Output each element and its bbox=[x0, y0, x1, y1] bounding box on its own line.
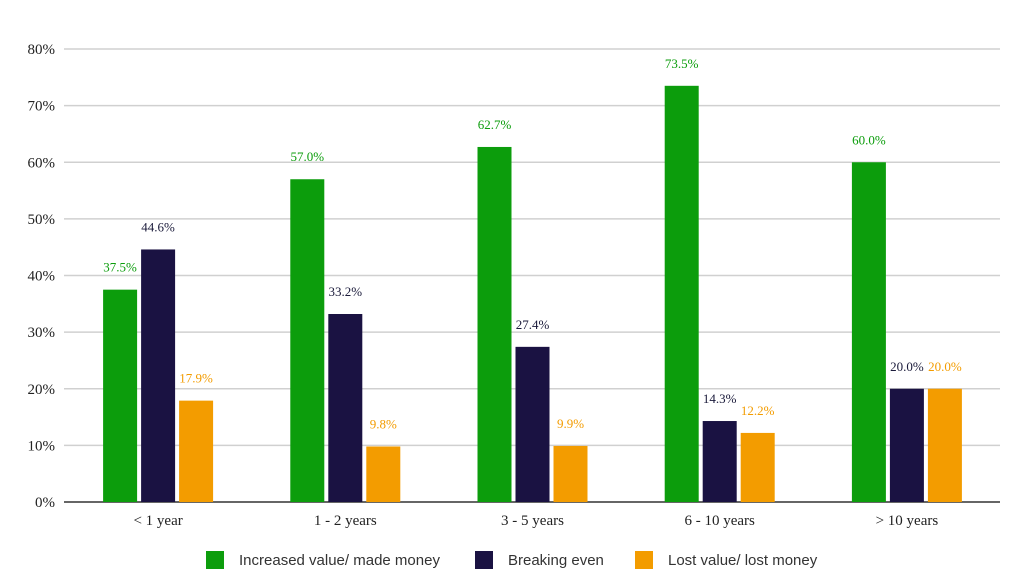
bar bbox=[141, 249, 176, 502]
legend-swatch bbox=[475, 551, 493, 569]
bar bbox=[515, 346, 550, 502]
bar bbox=[328, 314, 363, 502]
bar bbox=[477, 146, 512, 502]
data-label: 44.6% bbox=[141, 219, 175, 234]
bar bbox=[927, 388, 962, 502]
bar bbox=[103, 289, 138, 502]
data-labels: 37.5% 44.6% 17.9% 57.0% 33.2% 9.8% 62.7% 27.4% 9… bbox=[103, 56, 962, 432]
data-label: 33.2% bbox=[329, 284, 363, 299]
x-tick-label: 6 - 10 years bbox=[684, 513, 755, 529]
bar bbox=[664, 85, 699, 503]
bars bbox=[103, 85, 962, 503]
y-tick-label: 20% bbox=[28, 382, 56, 398]
x-tick-label: < 1 year bbox=[133, 513, 182, 529]
bar bbox=[889, 388, 924, 502]
data-label: 73.5% bbox=[665, 56, 699, 71]
data-label: 60.0% bbox=[852, 132, 886, 147]
bar bbox=[851, 162, 886, 502]
y-axis-ticks: 0% 10% 20% 30% 40% 50% 60% 70% 80% bbox=[28, 42, 56, 511]
y-tick-label: 80% bbox=[28, 42, 56, 58]
data-label: 12.2% bbox=[741, 403, 775, 418]
data-label: 20.0% bbox=[928, 359, 962, 374]
y-tick-label: 70% bbox=[28, 99, 56, 115]
data-label: 20.0% bbox=[890, 359, 924, 374]
data-label: 17.9% bbox=[179, 371, 213, 386]
legend-label: Lost value/ lost money bbox=[668, 552, 818, 569]
bar bbox=[366, 446, 401, 502]
legend-label: Increased value/ made money bbox=[239, 552, 440, 569]
data-label: 57.0% bbox=[291, 149, 325, 164]
gridlines bbox=[64, 48, 1000, 503]
legend-label: Breaking even bbox=[508, 552, 604, 569]
bar bbox=[702, 421, 737, 502]
y-tick-label: 60% bbox=[28, 155, 56, 171]
data-label: 37.5% bbox=[103, 260, 137, 275]
legend-swatch bbox=[206, 551, 224, 569]
data-label: 27.4% bbox=[516, 317, 550, 332]
bar bbox=[740, 432, 775, 502]
y-tick-label: 0% bbox=[35, 495, 55, 511]
y-tick-label: 30% bbox=[28, 325, 56, 341]
x-tick-label: 1 - 2 years bbox=[314, 513, 377, 529]
data-label: 62.7% bbox=[478, 117, 512, 132]
bar bbox=[553, 445, 588, 502]
x-tick-label: 3 - 5 years bbox=[501, 513, 564, 529]
bar bbox=[179, 400, 214, 502]
y-tick-label: 40% bbox=[28, 269, 56, 285]
y-tick-label: 10% bbox=[28, 438, 56, 454]
data-label: 14.3% bbox=[703, 391, 737, 406]
x-axis-ticks: < 1 year 1 - 2 years 3 - 5 years 6 - 10 yea… bbox=[133, 513, 938, 529]
legend: Increased value/ made money Breaking even… bbox=[206, 551, 818, 569]
data-label: 9.8% bbox=[370, 417, 397, 432]
legend-swatch bbox=[635, 551, 653, 569]
x-tick-label: > 10 years bbox=[876, 513, 939, 529]
bar bbox=[290, 179, 325, 503]
y-tick-label: 50% bbox=[28, 212, 56, 228]
data-label: 9.9% bbox=[557, 416, 584, 431]
